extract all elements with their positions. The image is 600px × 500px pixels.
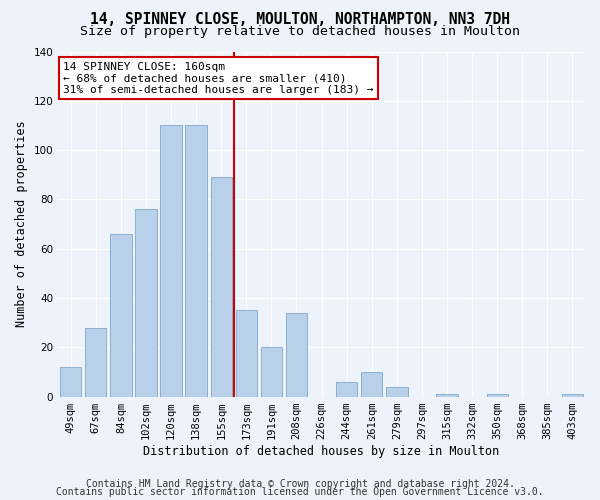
Bar (160, 126, 182, 396)
Bar (286, 313, 307, 396)
Bar (85, 328, 106, 396)
Bar (261, 348, 282, 397)
Bar (110, 234, 131, 396)
X-axis label: Distribution of detached houses by size in Moulton: Distribution of detached houses by size … (143, 444, 500, 458)
Bar (386, 386, 407, 396)
Bar (487, 394, 508, 396)
Text: Contains HM Land Registry data © Crown copyright and database right 2024.: Contains HM Land Registry data © Crown c… (86, 479, 514, 489)
Bar (60, 367, 82, 396)
Bar (211, 177, 232, 396)
Y-axis label: Number of detached properties: Number of detached properties (15, 120, 28, 328)
Bar (136, 210, 157, 396)
Bar (436, 394, 458, 396)
Bar (185, 126, 207, 396)
Text: Contains public sector information licensed under the Open Government Licence v3: Contains public sector information licen… (56, 487, 544, 497)
Bar (236, 310, 257, 396)
Bar (562, 394, 583, 396)
Bar (361, 372, 382, 396)
Text: Size of property relative to detached houses in Moulton: Size of property relative to detached ho… (80, 25, 520, 38)
Text: 14, SPINNEY CLOSE, MOULTON, NORTHAMPTON, NN3 7DH: 14, SPINNEY CLOSE, MOULTON, NORTHAMPTON,… (90, 12, 510, 28)
Text: 14 SPINNEY CLOSE: 160sqm
← 68% of detached houses are smaller (410)
31% of semi-: 14 SPINNEY CLOSE: 160sqm ← 68% of detach… (64, 62, 374, 95)
Bar (336, 382, 358, 396)
